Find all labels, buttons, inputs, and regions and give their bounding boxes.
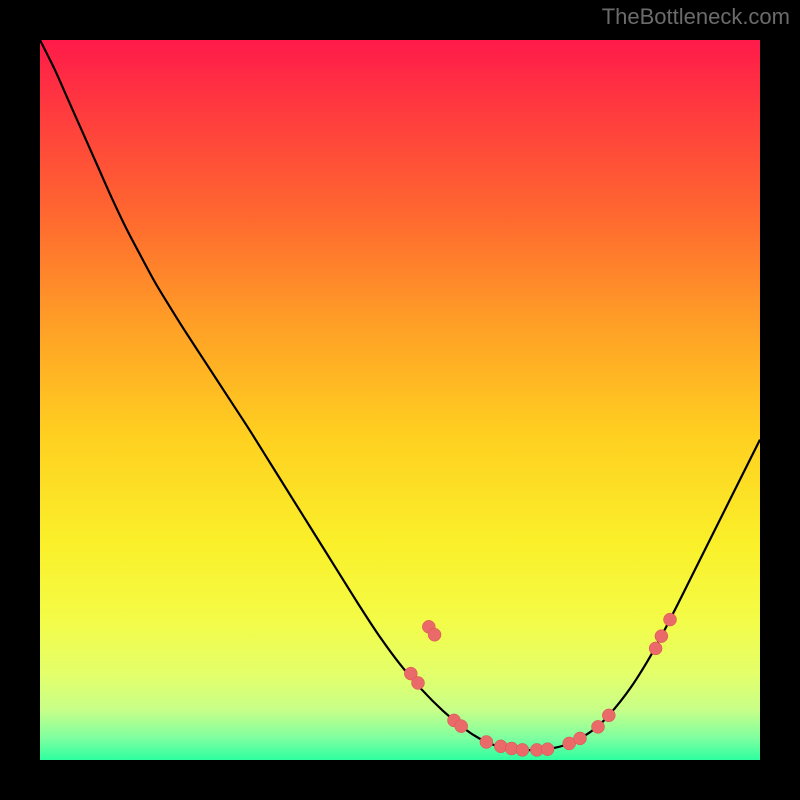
data-marker: [574, 732, 587, 745]
data-marker: [541, 743, 554, 756]
data-marker: [592, 720, 605, 733]
data-marker: [412, 676, 425, 689]
data-marker: [455, 720, 468, 733]
chart-svg: [0, 0, 800, 800]
data-marker: [602, 709, 615, 722]
data-marker: [664, 613, 677, 626]
bottleneck-chart: TheBottleneck.com: [0, 0, 800, 800]
watermark-text: TheBottleneck.com: [602, 4, 790, 30]
data-marker: [516, 743, 529, 756]
data-marker: [649, 642, 662, 655]
data-marker: [480, 736, 493, 749]
data-marker: [428, 628, 441, 641]
data-marker: [655, 630, 668, 643]
